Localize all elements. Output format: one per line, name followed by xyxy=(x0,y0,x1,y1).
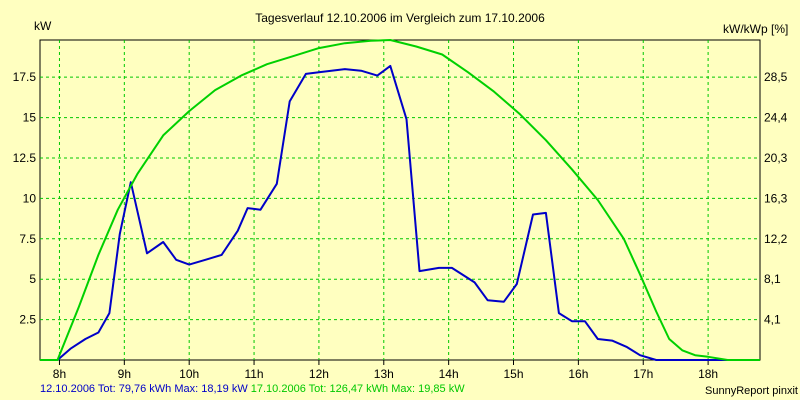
legend-series-2: 17.10.2006 Tot: 126,47 kWh Max: 19,85 kW xyxy=(250,383,465,395)
x-tick-label: 16h xyxy=(568,367,588,381)
y-tick-label-left: 15 xyxy=(23,111,37,125)
x-tick-label: 17h xyxy=(633,367,653,381)
y-tick-label-right: 28,5 xyxy=(764,70,788,84)
series-line-1 xyxy=(40,64,760,361)
x-tick-label: 14h xyxy=(439,367,459,381)
x-tick-label: 18h xyxy=(698,367,718,381)
x-tick-label: 10h xyxy=(179,367,199,381)
y-tick-label-left: 17.5 xyxy=(13,70,37,84)
y-tick-label-left: 10 xyxy=(23,191,37,205)
y-tick-label-right: 16,3 xyxy=(764,191,788,205)
x-tick-label: 8h xyxy=(53,367,66,381)
x-tick-label: 15h xyxy=(503,367,523,381)
y-axis-left-label: kW xyxy=(34,19,52,33)
tick-labels: 8h 9h 10h 11h 12h 13h 14h 15h 16h 17h 18h 2.5 4,1 5 8,… xyxy=(13,70,788,381)
plot-area xyxy=(39,39,761,361)
chart-title: Tagesverlauf 12.10.2006 im Vergleich zum… xyxy=(255,11,545,25)
y-tick-label-left: 12.5 xyxy=(13,151,37,165)
y-tick-label-right: 12,2 xyxy=(764,232,788,246)
legend: 12.10.2006 Tot: 79,76 kWh Max: 18,19 kW … xyxy=(40,383,465,395)
x-tick-label: 13h xyxy=(374,367,394,381)
legend-series-1: 12.10.2006 Tot: 79,76 kWh Max: 18,19 kW xyxy=(40,383,248,395)
series-line-2 xyxy=(40,39,760,361)
y-tick-label-right: 4,1 xyxy=(764,313,781,327)
y-tick-label-right: 8,1 xyxy=(764,272,781,286)
x-tick-label: 11h xyxy=(244,367,263,381)
y-tick-label-left: 2.5 xyxy=(19,313,36,327)
x-tick-label: 9h xyxy=(118,367,131,381)
credit-label: SunnyReport pinxit xyxy=(705,385,798,397)
y-tick-label-right: 24,4 xyxy=(764,111,788,125)
y-axis-right-label: kW/kWp [%] xyxy=(723,22,789,36)
y-tick-label-left: 5 xyxy=(29,272,36,286)
y-tick-label-left: 7.5 xyxy=(19,232,36,246)
grid xyxy=(40,40,760,365)
x-tick-label: 12h xyxy=(309,367,329,381)
series-group xyxy=(40,39,760,361)
y-tick-label-right: 20,3 xyxy=(764,151,788,165)
